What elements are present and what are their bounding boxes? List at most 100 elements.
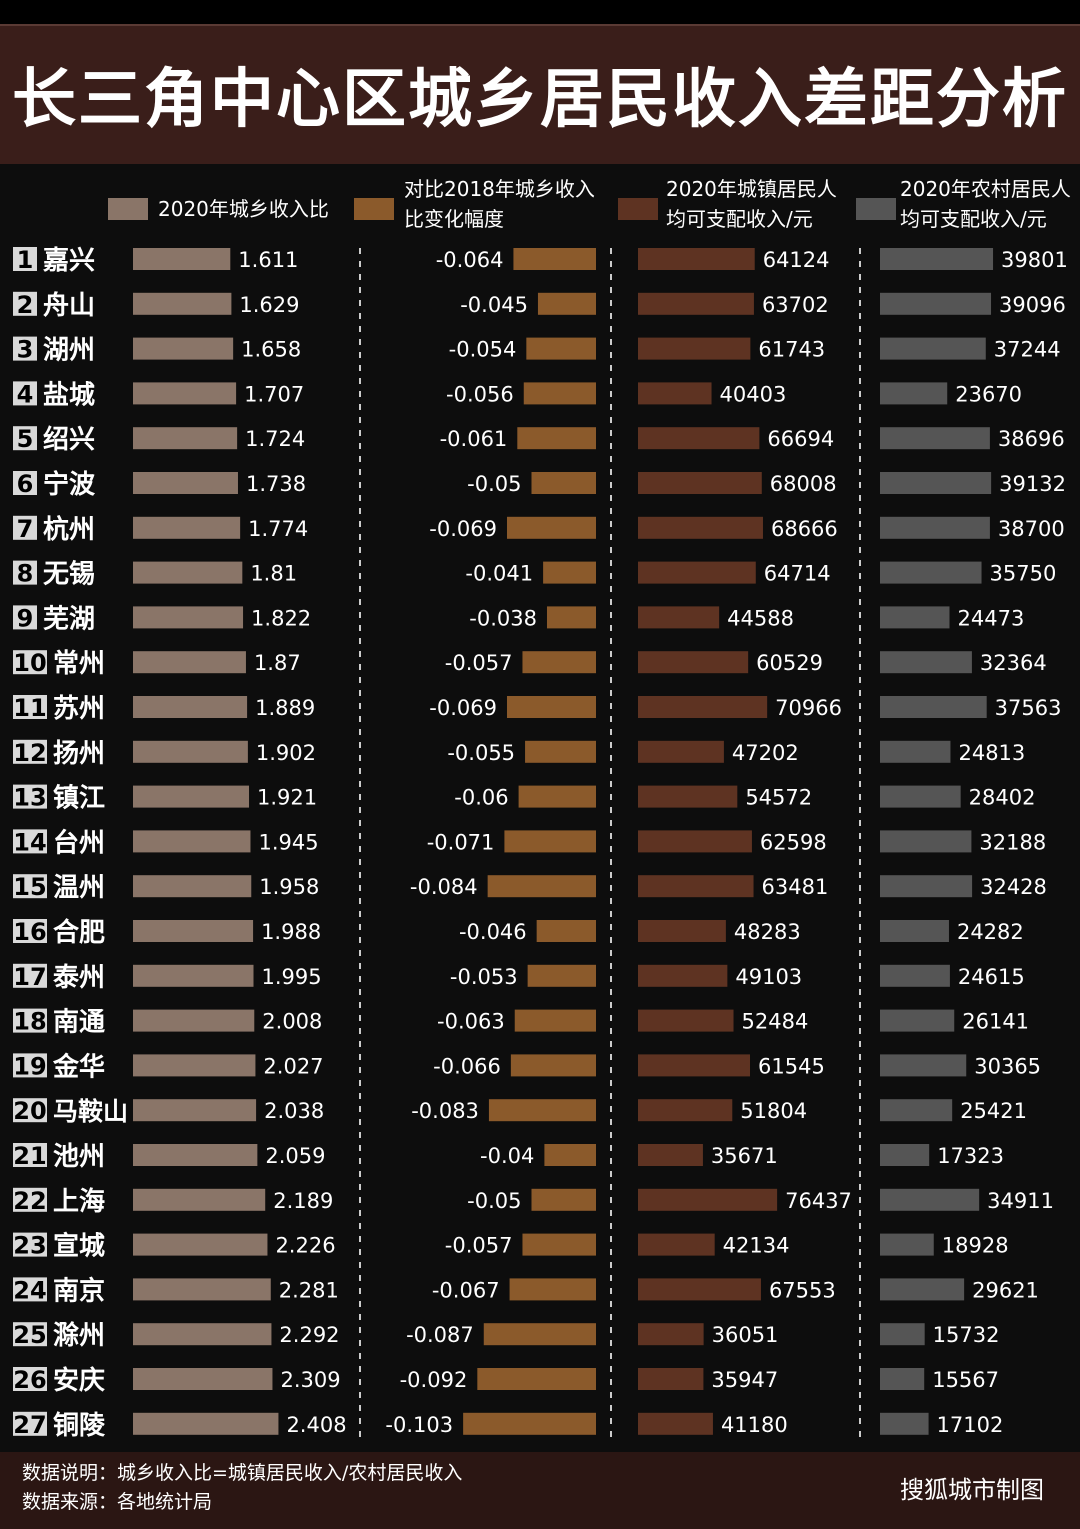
rank-number: 17 bbox=[13, 963, 46, 991]
rank-badge bbox=[13, 650, 47, 675]
legend-label-urban-2: 均可支配收入/元 bbox=[666, 207, 813, 231]
change-bar bbox=[544, 1144, 596, 1166]
footer-source: 数据来源：各地统计局 bbox=[22, 1491, 213, 1513]
rural-income-label: 28402 bbox=[969, 786, 1036, 810]
ratio-label: 1.81 bbox=[250, 562, 297, 586]
change-bar bbox=[531, 472, 596, 494]
rank-number: 22 bbox=[13, 1187, 46, 1215]
change-bar bbox=[487, 875, 596, 898]
rank-number: 6 bbox=[17, 470, 34, 498]
ratio-bar bbox=[133, 337, 234, 360]
ratio-bar bbox=[133, 516, 241, 539]
ratio-label: 2.059 bbox=[265, 1144, 325, 1168]
urban-income-label: 49103 bbox=[735, 965, 802, 989]
rank-badge bbox=[13, 963, 47, 988]
urban-income-label: 35671 bbox=[711, 1144, 778, 1168]
rank-number: 15 bbox=[13, 873, 46, 901]
change-label: -0.069 bbox=[429, 517, 497, 541]
rural-income-label: 39801 bbox=[1001, 248, 1068, 272]
rank-badge bbox=[13, 605, 37, 630]
urban-income-label: 64124 bbox=[763, 248, 830, 272]
change-bar bbox=[509, 1278, 596, 1301]
rank-number: 12 bbox=[13, 739, 46, 767]
urban-income-label: 47202 bbox=[732, 741, 799, 765]
rural-income-bar bbox=[880, 516, 990, 539]
rank-badge bbox=[13, 336, 37, 361]
change-label: -0.038 bbox=[469, 606, 537, 630]
urban-income-label: 40403 bbox=[720, 382, 787, 406]
ratio-bar bbox=[133, 1054, 256, 1077]
urban-income-bar bbox=[638, 740, 724, 763]
rural-income-bar bbox=[880, 875, 973, 898]
urban-income-bar bbox=[638, 875, 754, 898]
city-name: 铜陵 bbox=[53, 1411, 106, 1441]
ratio-bar bbox=[133, 920, 254, 942]
legend-label-change-2: 比变化幅度 bbox=[404, 207, 504, 231]
rural-income-label: 39132 bbox=[999, 472, 1066, 496]
urban-income-label: 70966 bbox=[775, 696, 842, 720]
ratio-bar bbox=[133, 382, 237, 405]
rank-badge bbox=[13, 919, 47, 943]
change-label: -0.103 bbox=[385, 1413, 453, 1437]
change-label: -0.05 bbox=[467, 472, 521, 496]
ratio-label: 2.408 bbox=[286, 1413, 346, 1437]
rank-badge bbox=[13, 381, 37, 406]
ratio-bar bbox=[133, 830, 251, 853]
change-bar bbox=[536, 920, 596, 942]
rural-income-label: 24813 bbox=[958, 741, 1025, 765]
change-bar bbox=[483, 1323, 596, 1346]
city-name: 南京 bbox=[53, 1275, 105, 1306]
rural-income-bar bbox=[880, 1368, 925, 1390]
rural-income-bar bbox=[880, 427, 990, 450]
urban-income-bar bbox=[638, 337, 751, 360]
change-bar bbox=[513, 248, 596, 270]
rural-income-bar bbox=[880, 561, 982, 584]
rural-income-bar bbox=[880, 382, 948, 405]
rank-badge bbox=[13, 874, 47, 899]
urban-income-bar bbox=[638, 785, 738, 808]
change-bar bbox=[537, 292, 596, 315]
rank-badge bbox=[13, 291, 37, 316]
change-label: -0.04 bbox=[480, 1144, 534, 1168]
city-name: 上海 bbox=[53, 1187, 105, 1217]
rural-income-label: 29621 bbox=[972, 1278, 1039, 1302]
city-name: 宣城 bbox=[53, 1231, 105, 1262]
ratio-bar bbox=[133, 427, 238, 450]
rank-badge bbox=[13, 1187, 47, 1212]
change-label: -0.041 bbox=[465, 562, 533, 586]
rank-number: 8 bbox=[17, 560, 34, 588]
rural-income-label: 38696 bbox=[998, 427, 1065, 451]
rank-number: 2 bbox=[17, 291, 34, 319]
rural-income-label: 15567 bbox=[932, 1368, 999, 1392]
urban-income-label: 36051 bbox=[712, 1323, 779, 1347]
urban-income-bar bbox=[638, 1278, 761, 1301]
rural-income-label: 30365 bbox=[974, 1054, 1041, 1078]
city-name: 马鞍山 bbox=[53, 1097, 128, 1126]
rank-badge bbox=[13, 560, 37, 585]
ratio-label: 1.822 bbox=[251, 606, 311, 630]
rural-income-label: 15732 bbox=[933, 1323, 1000, 1347]
legend-label-ratio: 2020年城乡收入比 bbox=[158, 197, 329, 221]
city-name: 常州 bbox=[53, 649, 105, 679]
change-label: -0.084 bbox=[410, 875, 478, 899]
rank-number: 13 bbox=[13, 784, 46, 812]
legend-swatch-ratio bbox=[108, 198, 148, 220]
rural-income-label: 18928 bbox=[942, 1234, 1009, 1258]
city-name: 嘉兴 bbox=[43, 246, 95, 276]
legend-label-change-1: 对比2018年城乡收入 bbox=[404, 177, 595, 201]
ratio-label: 2.027 bbox=[263, 1054, 323, 1078]
rural-income-label: 24473 bbox=[958, 606, 1025, 630]
city-name: 台州 bbox=[53, 827, 105, 858]
ratio-label: 1.707 bbox=[244, 382, 304, 406]
city-name: 池州 bbox=[53, 1142, 105, 1172]
change-label: -0.057 bbox=[445, 1234, 513, 1258]
rank-number: 25 bbox=[13, 1321, 46, 1349]
ratio-bar bbox=[133, 1099, 257, 1122]
legend-swatch-rural bbox=[856, 198, 896, 220]
city-name: 扬州 bbox=[53, 739, 105, 769]
urban-income-label: 67553 bbox=[769, 1278, 836, 1302]
rural-income-bar bbox=[880, 696, 987, 718]
change-bar bbox=[488, 1099, 596, 1122]
ratio-bar bbox=[133, 696, 248, 718]
rural-income-label: 25421 bbox=[960, 1099, 1027, 1123]
